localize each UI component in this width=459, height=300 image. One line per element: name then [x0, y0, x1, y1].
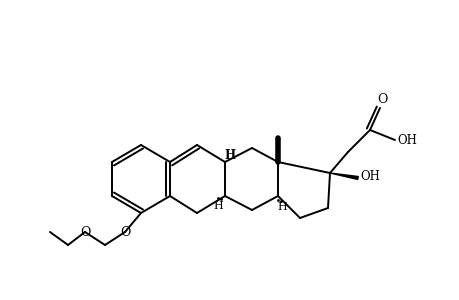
Text: H: H [213, 201, 223, 211]
Polygon shape [329, 173, 358, 179]
Text: H: H [224, 148, 235, 161]
Text: H: H [276, 202, 286, 212]
Text: O: O [119, 226, 130, 238]
Text: OH: OH [359, 169, 379, 182]
Text: OH: OH [396, 134, 416, 146]
Text: O: O [80, 226, 90, 238]
Polygon shape [276, 138, 279, 162]
Text: O: O [376, 93, 386, 106]
